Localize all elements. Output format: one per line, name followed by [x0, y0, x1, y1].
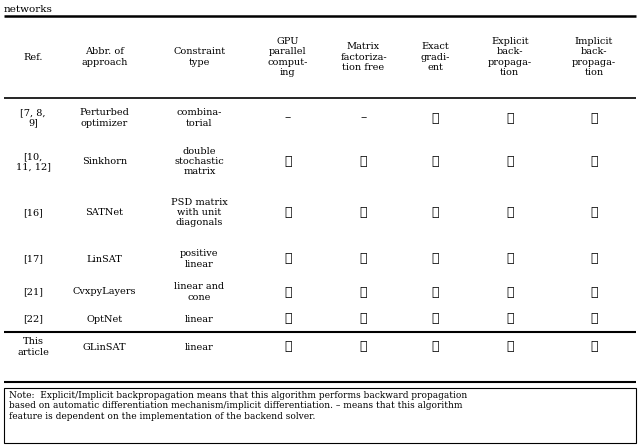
- Text: ✓: ✓: [506, 252, 513, 265]
- Text: networks: networks: [4, 5, 53, 14]
- Text: ✗: ✗: [506, 285, 513, 298]
- Text: [10,
11, 12]: [10, 11, 12]: [16, 152, 51, 171]
- Text: PSD matrix
with unit
diagonals: PSD matrix with unit diagonals: [171, 198, 228, 227]
- Text: ✓: ✓: [360, 340, 367, 354]
- Text: OptNet: OptNet: [86, 314, 123, 323]
- Text: ✓: ✓: [506, 340, 513, 354]
- Text: –: –: [285, 112, 291, 124]
- Text: double
stochastic
matrix: double stochastic matrix: [175, 147, 225, 177]
- Text: Perturbed
optimizer: Perturbed optimizer: [79, 108, 129, 128]
- Text: linear: linear: [185, 314, 214, 323]
- Text: ✗: ✗: [432, 112, 439, 124]
- Text: linear: linear: [185, 343, 214, 351]
- Text: ✗: ✗: [590, 252, 598, 265]
- Text: ✓: ✓: [590, 340, 598, 354]
- Text: ✗: ✗: [506, 112, 513, 124]
- Text: linear and
cone: linear and cone: [174, 282, 225, 301]
- Text: ✓: ✓: [360, 155, 367, 168]
- Text: [21]: [21]: [23, 288, 44, 297]
- Text: ✓: ✓: [590, 285, 598, 298]
- Text: ✓: ✓: [360, 206, 367, 219]
- Text: ✓: ✓: [590, 206, 598, 219]
- Text: ✓: ✓: [432, 340, 439, 354]
- Text: ✓: ✓: [284, 206, 292, 219]
- Text: Abbr. of
approach: Abbr. of approach: [81, 47, 128, 67]
- Text: ✗: ✗: [506, 206, 513, 219]
- Text: Implicit
back-
propaga-
tion: Implicit back- propaga- tion: [572, 37, 616, 77]
- Text: GPU
parallel
comput-
ing: GPU parallel comput- ing: [268, 37, 308, 77]
- Text: ✓: ✓: [284, 155, 292, 168]
- Text: ✓: ✓: [432, 252, 439, 265]
- Text: ✓: ✓: [432, 285, 439, 298]
- Text: SATNet: SATNet: [86, 208, 124, 217]
- Text: [7, 8,
9]: [7, 8, 9]: [20, 108, 46, 128]
- Text: [22]: [22]: [23, 314, 44, 323]
- Text: ✓: ✓: [284, 313, 292, 326]
- Text: ✓: ✓: [432, 155, 439, 168]
- Text: Matrix
factoriza-
tion free: Matrix factoriza- tion free: [340, 42, 387, 72]
- Text: Ref.: Ref.: [24, 53, 43, 62]
- Text: –: –: [360, 112, 367, 124]
- Text: This
article: This article: [17, 337, 49, 357]
- Text: Constraint
type: Constraint type: [173, 47, 225, 67]
- Text: [16]: [16]: [23, 208, 43, 217]
- Text: Exact
gradi-
ent: Exact gradi- ent: [421, 42, 451, 72]
- Text: ✓: ✓: [284, 340, 292, 354]
- Text: ✗: ✗: [360, 313, 367, 326]
- Text: ✗: ✗: [284, 285, 292, 298]
- Text: ✓: ✓: [360, 252, 367, 265]
- Text: LinSAT: LinSAT: [86, 255, 122, 264]
- Text: ✓: ✓: [432, 206, 439, 219]
- Text: [17]: [17]: [23, 255, 44, 264]
- Text: Sinkhorn: Sinkhorn: [82, 157, 127, 166]
- Text: ✓: ✓: [590, 313, 598, 326]
- Text: ✗: ✗: [360, 285, 367, 298]
- Text: ✓: ✓: [590, 112, 598, 124]
- Text: CvxpyLayers: CvxpyLayers: [73, 288, 136, 297]
- Text: ✗: ✗: [590, 155, 598, 168]
- Text: Explicit
back-
propaga-
tion: Explicit back- propaga- tion: [488, 37, 532, 77]
- Text: Note:  Explicit/Implicit backpropagation means that this algorithm performs back: Note: Explicit/Implicit backpropagation …: [9, 391, 467, 421]
- Text: ✓: ✓: [432, 313, 439, 326]
- Text: combina-
torial: combina- torial: [177, 108, 222, 128]
- Text: ✗: ✗: [506, 313, 513, 326]
- Text: positive
linear: positive linear: [180, 249, 219, 268]
- Text: ✓: ✓: [506, 155, 513, 168]
- Bar: [4, 388, 636, 443]
- Text: GLinSAT: GLinSAT: [83, 343, 126, 351]
- Text: ✓: ✓: [284, 252, 292, 265]
